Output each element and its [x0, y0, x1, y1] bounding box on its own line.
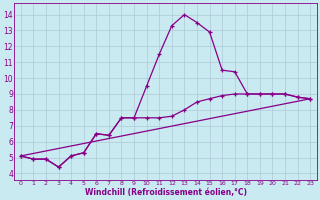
X-axis label: Windchill (Refroidissement éolien,°C): Windchill (Refroidissement éolien,°C)	[84, 188, 246, 197]
